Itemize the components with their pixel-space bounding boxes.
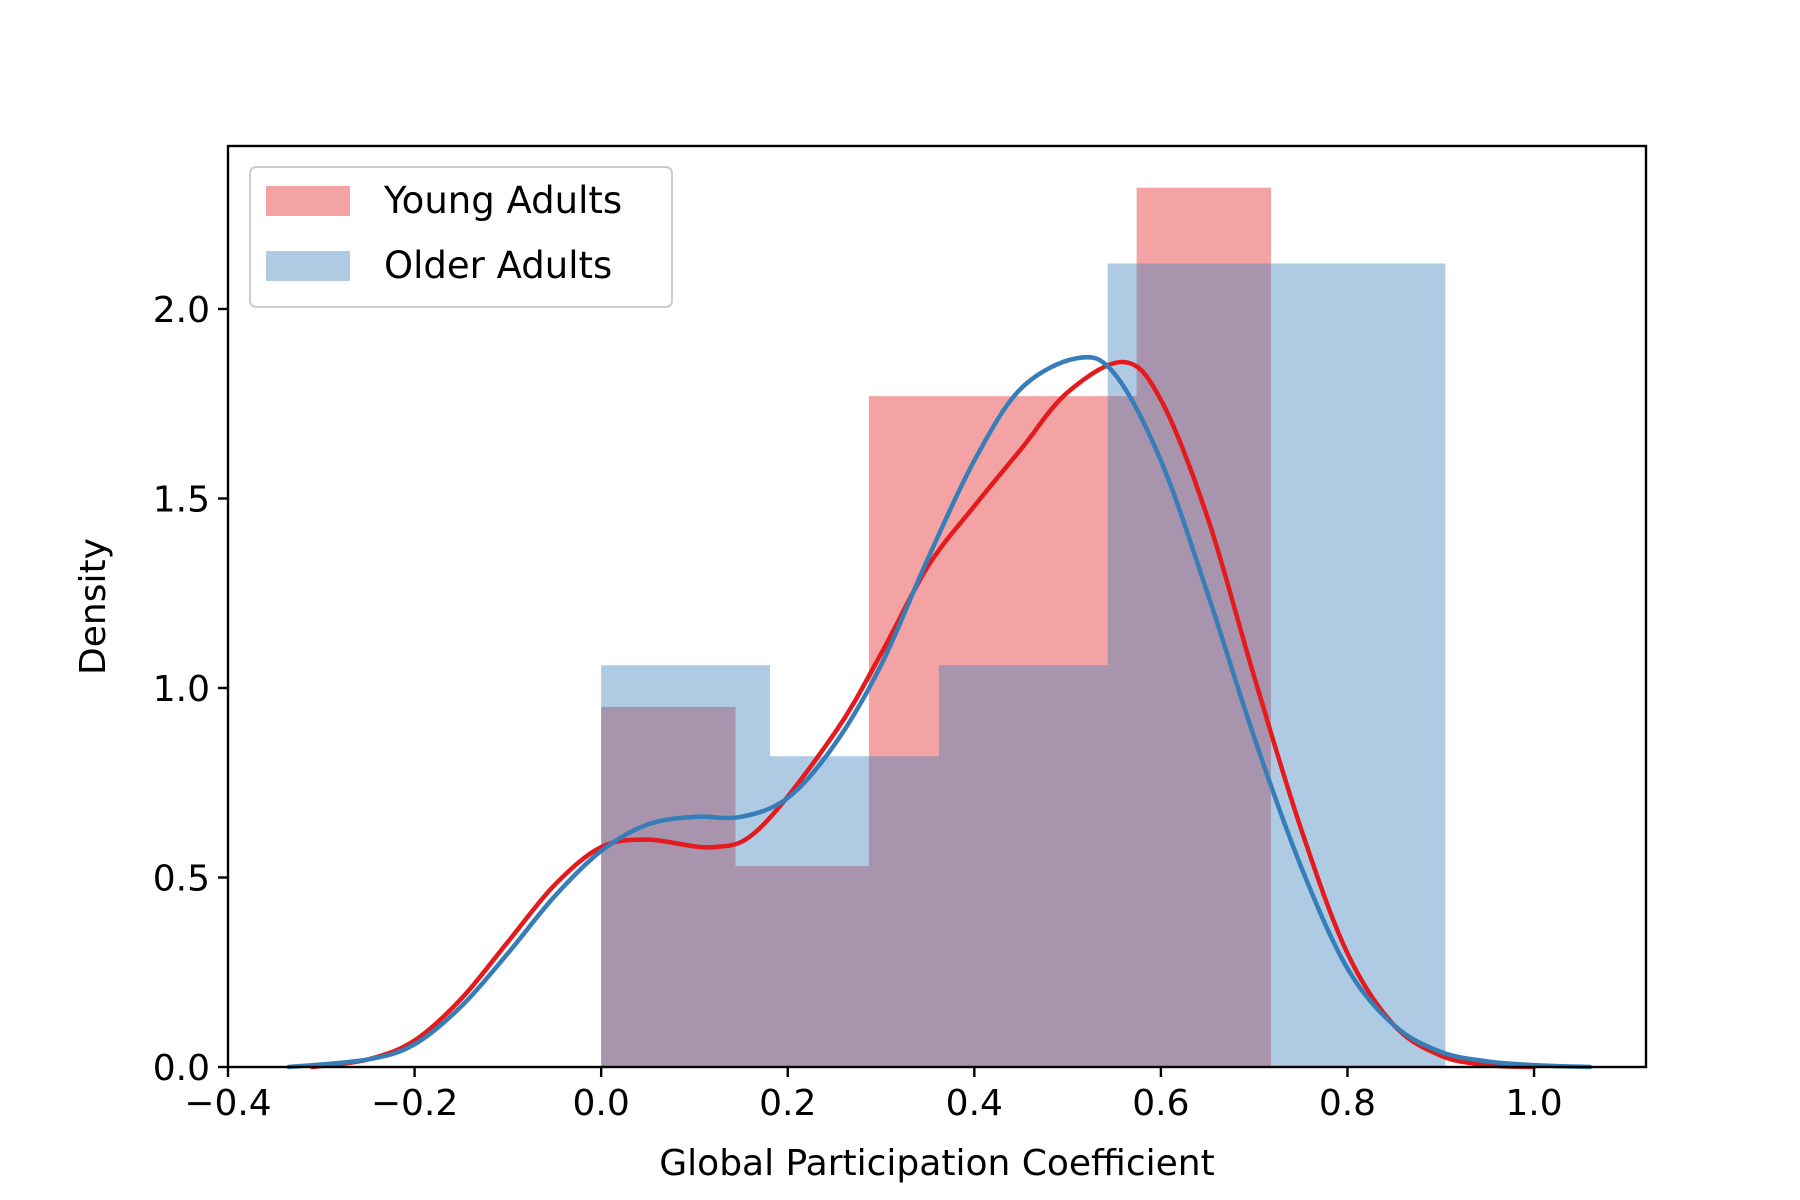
legend-label-older: Older Adults <box>384 244 612 287</box>
x-tick-label: −0.4 <box>184 1083 271 1124</box>
legend-box <box>249 166 673 308</box>
bar-young-2 <box>868 396 1004 1067</box>
x-tick-label: 0.0 <box>573 1083 630 1124</box>
x-tick-label: 0.8 <box>1319 1083 1376 1124</box>
y-axis-label: Density <box>73 538 114 675</box>
x-tick-label: 0.2 <box>759 1083 816 1124</box>
bar-older-2 <box>938 665 1108 1067</box>
legend-label-young: Young Adults <box>383 179 622 222</box>
kde-line-young <box>309 359 1537 1070</box>
y-axis-ticks: 0.0 0.5 1.0 1.5 2.0 <box>153 290 228 1089</box>
y-tick-label: 0.0 <box>153 1048 210 1089</box>
kde-curves <box>286 354 1593 1070</box>
bar-young-3 <box>1003 396 1137 1067</box>
bar-young-0 <box>601 706 736 1067</box>
legend-swatch-older <box>266 251 350 281</box>
y-tick-label: 0.5 <box>153 858 210 899</box>
bar-older-0 <box>601 665 771 1067</box>
bar-older-4 <box>1276 263 1446 1067</box>
legend-swatch-young <box>266 186 350 216</box>
plot-frame <box>226 144 1648 1069</box>
y-tick-label: 1.5 <box>153 479 210 520</box>
kde-line-older <box>286 354 1593 1070</box>
histogram-bars <box>601 187 1446 1068</box>
x-tick-label: 1.0 <box>1505 1083 1562 1124</box>
x-tick-label: 0.4 <box>946 1083 1003 1124</box>
x-tick-label: 0.6 <box>1132 1083 1189 1124</box>
y-tick-label: 1.0 <box>153 669 210 710</box>
bar-older-1 <box>770 756 939 1067</box>
legend: Young Adults Older Adults <box>249 166 673 308</box>
x-axis-label: Global Participation Coefficient <box>659 1143 1214 1184</box>
y-tick-label: 2.0 <box>153 290 210 331</box>
bar-older-3 <box>1107 263 1277 1067</box>
x-tick-label: −0.2 <box>371 1083 458 1124</box>
bar-young-1 <box>735 866 869 1067</box>
bar-young-4 <box>1136 187 1271 1068</box>
x-axis-ticks: −0.4 −0.2 0.0 0.2 0.4 0.6 0.8 1.0 <box>184 1067 1563 1124</box>
